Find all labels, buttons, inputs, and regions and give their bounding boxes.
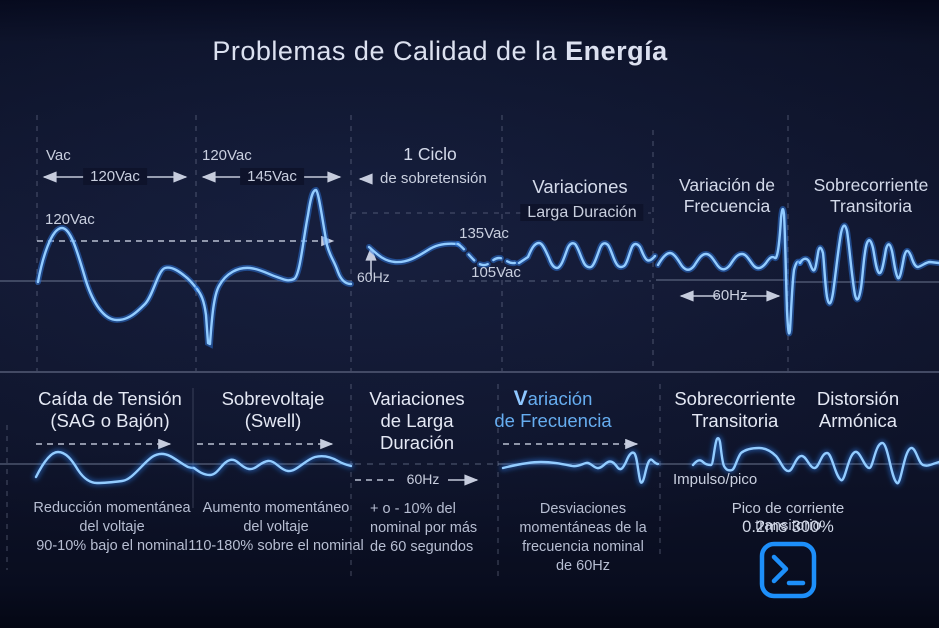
terminal-prompt-icon xyxy=(758,541,818,604)
sag-waveform-small xyxy=(36,452,194,483)
frequency-hz-label: 60Hz xyxy=(712,287,748,304)
spike-desc: Pico de corriente transitorio xyxy=(731,500,845,534)
swell-waveform xyxy=(197,190,351,344)
swell-waveform-small xyxy=(194,456,351,475)
terminal-icon-frame xyxy=(759,541,817,599)
col-longdur-desc: + o - 10% del nominal por más de 60 segu… xyxy=(370,501,478,555)
upper-voltage-label: 135Vac xyxy=(459,225,509,242)
frequency-variation-title: Variación de Frecuencia xyxy=(679,175,775,216)
top-axis-lines xyxy=(0,212,939,283)
long-duration-variation-waveform xyxy=(519,243,655,268)
longdur-hz-label: 60Hz xyxy=(406,471,440,487)
spike-value: 0.2ms 300% xyxy=(742,518,834,536)
col-harmonic-title: Distorsión Armónica xyxy=(816,388,900,431)
sag-span-label: 120Vac xyxy=(83,168,147,185)
variations-title: Variaciones xyxy=(532,176,628,197)
col-sag-desc: Reducción momentánea del voltaje 90-10% … xyxy=(33,500,191,554)
overcurrent-title: Sobrecorriente Transitoria xyxy=(813,175,929,216)
bottom-diagram xyxy=(0,384,939,576)
title-highlight: Energía xyxy=(565,36,668,66)
vac-label: Vac xyxy=(46,147,71,164)
bottom-annotation-arrows xyxy=(36,438,639,486)
cycle-freq-label: 60Hz xyxy=(357,269,390,285)
col-swell-title: Sobrevoltaje (Swell) xyxy=(221,388,325,431)
bottom-grid-verticals xyxy=(6,384,661,576)
impulse-label: Impulso/pico xyxy=(673,471,758,488)
lower-voltage-label: 105Vac xyxy=(471,264,521,281)
cycle-subtitle: de sobretensión xyxy=(380,170,487,187)
col-overcurrent-title: Sobrecorriente Transitoria xyxy=(674,388,796,431)
col-freq-desc: Desviaciones momentáneas de la frecuenci… xyxy=(519,501,647,574)
sag-waveform xyxy=(38,228,197,320)
col-swell-desc: Aumento momentáneo del voltaje 110-180% … xyxy=(188,500,364,554)
frequency-variation-waveform xyxy=(658,209,800,333)
cycle-title: 1 Ciclo xyxy=(403,144,457,164)
frequency-variation-waveform-small xyxy=(503,453,658,483)
page-title: Problemas de Calidad de la Energía xyxy=(212,36,667,67)
swell-corner-label: 120Vac xyxy=(202,147,252,164)
top-diagram xyxy=(0,115,939,373)
swell-span-label: 145Vac xyxy=(240,168,304,185)
col-longdur-title: Variaciones de Larga Duración xyxy=(369,388,465,453)
variations-subtitle: Larga Duración xyxy=(520,204,644,221)
col-sag-title: Caída de Tensión (SAG o Bajón) xyxy=(38,388,182,431)
sag-wave-label: 120Vac xyxy=(45,211,95,228)
title-text: Problemas de Calidad de la xyxy=(212,36,566,66)
top-annotation-arrows xyxy=(37,171,781,302)
col-freq-title: Variación de Frecuencia xyxy=(494,387,612,432)
overvoltage-cycle-waveform-dashed xyxy=(458,244,519,265)
transient-overcurrent-waveform xyxy=(800,226,939,304)
overvoltage-cycle-waveform xyxy=(369,244,458,262)
terminal-icon-chevron xyxy=(771,554,789,584)
